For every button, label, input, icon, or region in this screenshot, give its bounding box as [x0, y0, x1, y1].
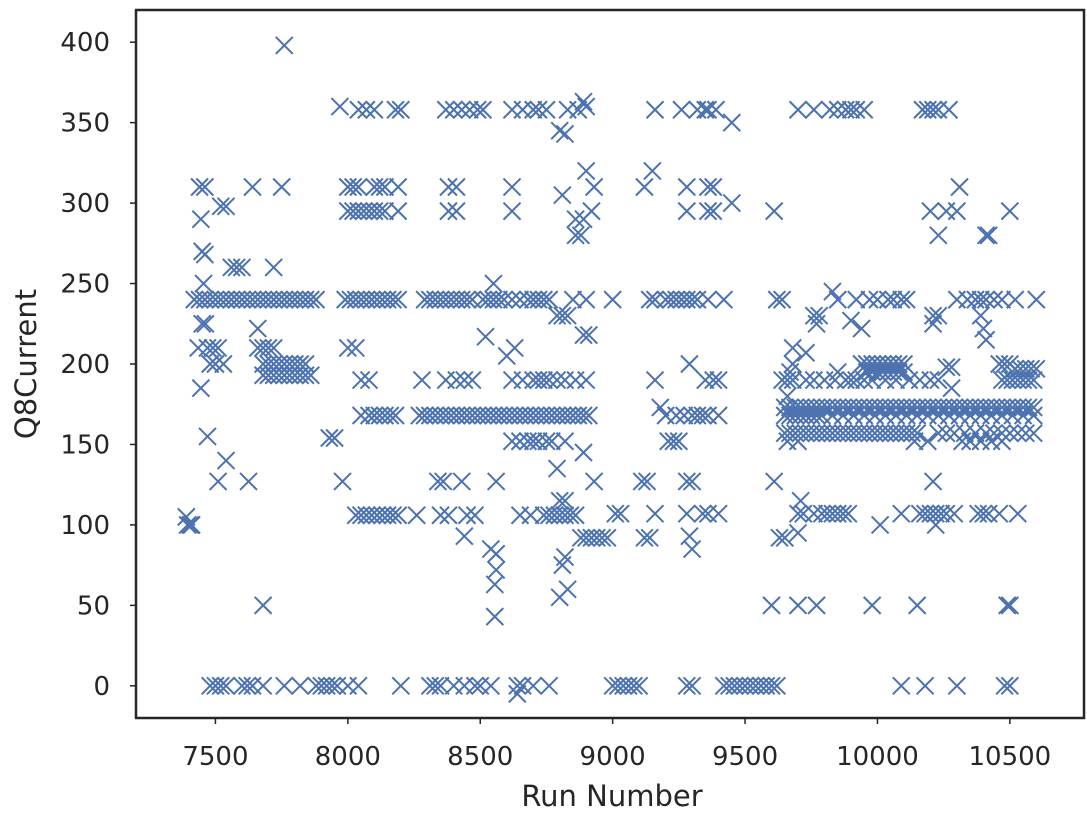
y-tick-label: 200 [60, 350, 110, 380]
x-tick-label: 8500 [447, 742, 513, 772]
y-tick-label: 300 [60, 189, 110, 219]
x-tick-label: 9500 [712, 742, 778, 772]
x-axis-title: Run Number [521, 779, 702, 813]
y-tick-label: 0 [93, 672, 110, 702]
y-axis-ticks: 0 50 100 150 200 250 300 350 400 [60, 28, 136, 702]
y-tick-label: 250 [60, 270, 110, 300]
x-tick-label: 8000 [315, 742, 381, 772]
x-tick-label: 9000 [580, 742, 646, 772]
x-tick-label: 10500 [968, 742, 1051, 772]
y-axis-title: Q8Current [9, 289, 43, 439]
y-tick-label: 350 [60, 109, 110, 139]
y-tick-label: 400 [60, 28, 110, 58]
x-tick-label: 7500 [182, 742, 248, 772]
y-tick-label: 100 [60, 511, 110, 541]
y-tick-label: 150 [60, 430, 110, 460]
x-tick-label: 10000 [836, 742, 919, 772]
y-tick-label: 50 [77, 591, 110, 621]
x-axis-ticks: 7500 8000 8500 9000 9500 10000 10500 [182, 718, 1051, 772]
